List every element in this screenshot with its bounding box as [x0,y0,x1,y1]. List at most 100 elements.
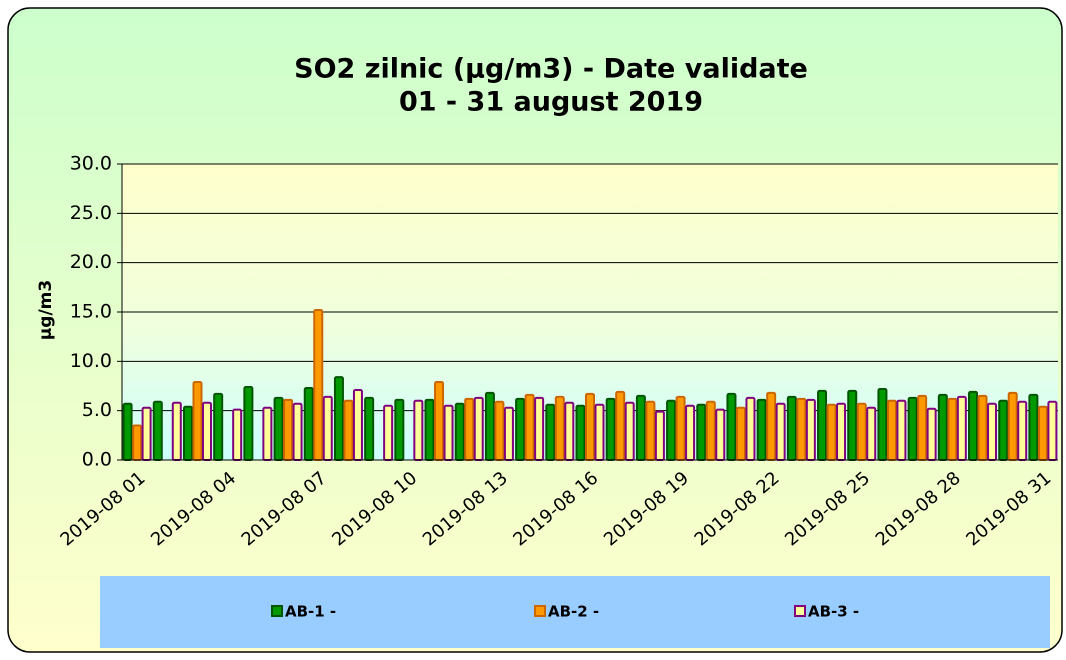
bar [685,404,696,462]
bar [122,402,133,462]
bar [775,402,786,462]
bar [473,396,484,461]
bar [1017,400,1028,461]
bar [756,398,767,461]
legend-swatch [794,605,806,617]
chart-title: SO2 zilnic (µg/m3) - Date validate [294,54,808,85]
bar [977,394,988,461]
bar [817,389,828,461]
bar [766,391,777,462]
bar [171,401,182,462]
legend-label: AB-1 - [285,603,336,621]
bar [836,402,847,462]
chart-subtitle: 01 - 31 august 2019 [399,87,703,118]
bar [494,400,505,461]
bar [585,392,595,462]
bar [877,387,888,461]
y-tick-label: 10.0 [70,350,112,372]
bar [615,390,626,462]
bar [213,392,224,462]
bar [987,402,998,462]
bar [564,401,575,462]
y-tick-label: 15.0 [70,301,112,323]
bar [413,399,424,461]
bar [624,401,635,462]
bar [826,403,837,462]
bar [1007,391,1018,462]
bar [454,402,465,462]
legend-swatch [534,605,546,617]
bar [534,396,545,461]
bar [594,403,605,462]
bar [926,407,937,461]
bar [424,398,435,461]
bar [947,397,958,461]
bar [464,397,475,461]
bar [745,396,756,461]
bar [847,389,858,461]
bar [635,394,646,461]
bar [262,406,273,461]
bar [243,385,254,461]
bar [715,408,726,461]
bar [201,401,212,462]
bar [283,398,294,461]
bar [273,396,284,461]
bar [998,399,1009,461]
bar [443,404,454,462]
bar [605,397,616,461]
legend-box [100,576,1050,648]
bar [313,309,324,461]
bar [364,396,375,461]
bar [666,399,677,461]
bar [141,406,152,461]
bar [524,393,535,462]
bar [192,381,203,462]
bar [937,393,948,462]
bar [856,402,867,462]
y-tick-label: 25.0 [70,202,112,224]
bar [654,410,665,461]
bar [735,406,746,461]
bar [152,400,163,461]
bar [705,400,716,461]
bar [726,392,737,462]
legend-label: AB-2 - [548,603,599,621]
y-tick-label: 20.0 [70,251,112,273]
bar [1037,405,1048,461]
bar [333,376,344,461]
bar [696,403,707,462]
bar [796,397,807,461]
bar [896,399,907,461]
bar [515,397,526,461]
bar [1047,400,1058,461]
bar [322,395,333,461]
bar [917,394,928,461]
bar [907,396,918,461]
bar [352,388,363,461]
legend-label: AB-3 - [808,603,859,621]
bar [645,400,656,461]
bar [303,386,314,461]
bar [545,403,556,462]
bar [394,398,405,461]
bar [675,395,686,461]
bar [968,390,979,462]
bar [554,395,565,461]
bar [232,408,243,461]
y-tick-label: 0.0 [82,449,112,471]
bar [484,391,495,462]
bar [292,402,303,462]
y-tick-label: 30.0 [70,153,112,175]
bar [182,405,193,461]
bar [866,406,877,461]
legend-swatch [271,605,283,617]
bar [786,395,797,461]
bar [343,399,354,461]
bar [805,398,816,461]
bar [956,395,967,461]
bar [132,424,143,462]
bar [434,381,445,462]
